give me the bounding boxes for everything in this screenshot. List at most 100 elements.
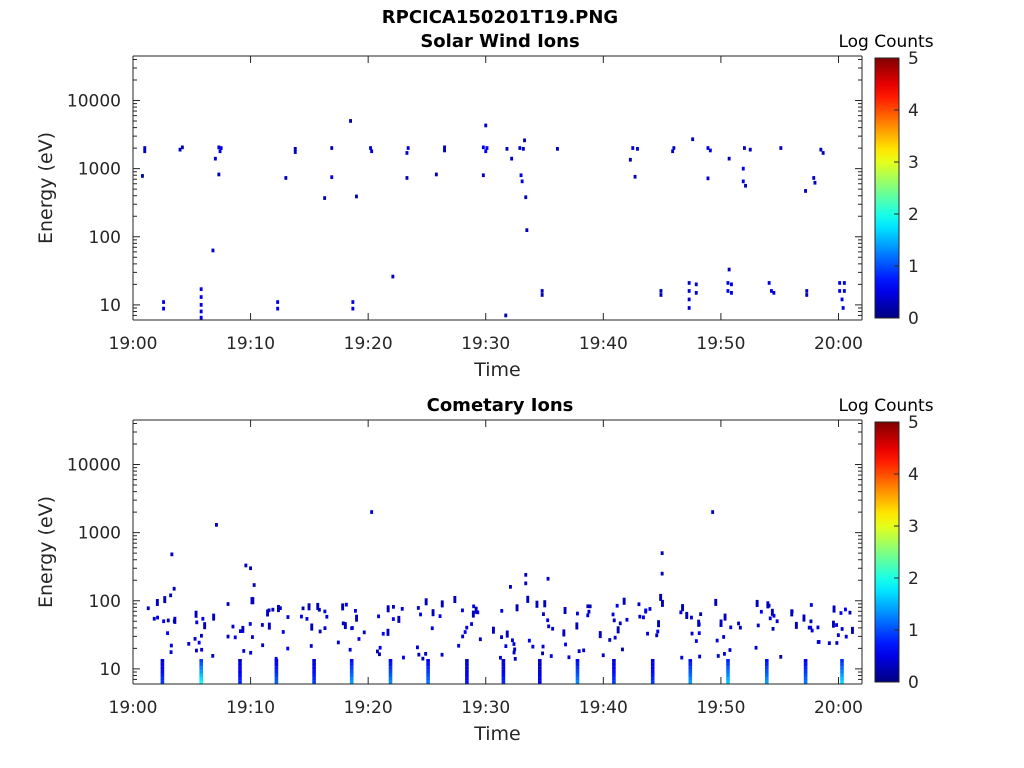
data-cell xyxy=(500,609,504,613)
data-cell xyxy=(650,680,655,685)
data-cell xyxy=(501,662,506,667)
data-cell xyxy=(369,146,372,150)
data-cell xyxy=(465,677,469,681)
data-cell xyxy=(370,510,374,514)
data-cell xyxy=(325,614,329,619)
data-cell xyxy=(821,151,825,155)
y-tick-label: 100 xyxy=(89,592,121,612)
data-cell xyxy=(199,315,203,320)
data-cell xyxy=(242,649,246,653)
data-cell xyxy=(827,641,831,645)
x-tick-label: 19:50 xyxy=(696,334,745,354)
data-cell xyxy=(688,680,693,685)
colorbar xyxy=(874,57,900,319)
data-cell xyxy=(160,680,165,685)
data-cell xyxy=(330,146,334,150)
data-cell xyxy=(612,677,616,681)
colorbar-tick-label: 2 xyxy=(908,569,919,589)
data-cell xyxy=(512,642,516,646)
data-cell xyxy=(835,623,838,627)
data-cell xyxy=(848,610,852,615)
colorbar-tick-label: 0 xyxy=(908,673,919,693)
data-cell xyxy=(660,571,664,576)
y-tick-label: 10 xyxy=(99,660,121,680)
data-cell xyxy=(538,669,542,674)
data-cell xyxy=(526,595,530,600)
data-cell xyxy=(644,608,648,613)
data-cell xyxy=(465,625,469,630)
data-cell xyxy=(840,680,844,685)
data-cell xyxy=(349,680,354,685)
data-cell xyxy=(199,309,203,314)
data-cell xyxy=(443,145,446,150)
data-cell xyxy=(492,626,495,631)
data-cell xyxy=(238,677,242,681)
data-cell xyxy=(239,629,242,633)
data-cell xyxy=(542,612,545,616)
data-cell xyxy=(424,652,428,656)
data-cell xyxy=(323,609,327,614)
data-cell xyxy=(688,673,693,678)
data-cell xyxy=(835,641,839,645)
data-cell xyxy=(714,602,718,606)
data-cell xyxy=(840,673,844,678)
data-cell xyxy=(521,147,525,151)
data-cell xyxy=(794,625,798,629)
data-cell xyxy=(330,175,334,179)
data-cell xyxy=(197,640,201,645)
data-cell xyxy=(388,680,393,685)
data-cell xyxy=(426,666,430,670)
data-cell xyxy=(424,598,428,602)
data-cell xyxy=(463,630,467,634)
data-cell xyxy=(241,629,245,633)
data-cell xyxy=(648,607,652,611)
data-cell xyxy=(790,609,794,613)
colorbar-tick-label: 3 xyxy=(908,517,919,537)
data-cell xyxy=(575,677,580,681)
data-cell xyxy=(687,289,691,293)
data-cell xyxy=(681,604,684,608)
data-cell xyxy=(804,189,807,193)
data-cell xyxy=(661,599,664,604)
data-cell xyxy=(195,620,199,625)
data-cell xyxy=(771,627,775,631)
data-cell xyxy=(839,611,843,615)
data-cell xyxy=(511,638,514,643)
data-cell xyxy=(840,297,844,302)
data-cell xyxy=(312,669,316,674)
data-cell xyxy=(809,603,813,607)
data-cell xyxy=(513,647,517,652)
data-cell xyxy=(679,610,683,615)
data-cell xyxy=(838,281,842,285)
data-cell xyxy=(173,616,177,621)
panel-1-title: Solar Wind Ions xyxy=(420,31,580,52)
data-cell xyxy=(163,599,167,604)
data-cell xyxy=(549,654,553,658)
data-cell xyxy=(698,654,702,659)
data-cell xyxy=(562,632,566,637)
data-cell xyxy=(156,615,159,620)
data-cell xyxy=(249,650,253,655)
data-cell xyxy=(770,289,773,293)
x-axis-title: Time xyxy=(473,359,521,381)
data-cell xyxy=(729,625,733,630)
data-cell xyxy=(541,651,544,656)
data-cell xyxy=(378,645,382,650)
data-cell xyxy=(274,669,279,674)
data-cell xyxy=(779,655,783,659)
y-tick-label: 100 xyxy=(89,228,121,248)
data-cell xyxy=(349,669,354,674)
data-cell xyxy=(233,635,237,640)
data-cell xyxy=(509,585,512,589)
data-cell xyxy=(650,659,655,663)
data-cell xyxy=(238,666,242,670)
data-cell xyxy=(726,680,730,685)
data-cell xyxy=(162,300,165,304)
data-cell xyxy=(613,635,617,640)
data-cell xyxy=(476,610,480,615)
data-cell xyxy=(388,669,393,674)
data-cell xyxy=(440,600,444,605)
data-cell xyxy=(520,179,524,184)
data-cell xyxy=(772,613,776,618)
data-cell xyxy=(349,662,354,667)
